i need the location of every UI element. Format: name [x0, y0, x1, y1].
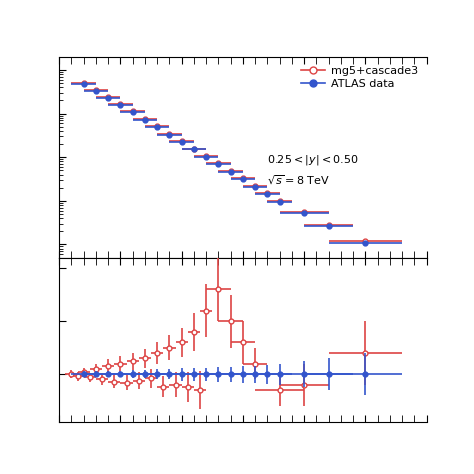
Text: $0.25 < |y| < 0.50$
$\sqrt{s} = 8$ TeV: $0.25 < |y| < 0.50$ $\sqrt{s} = 8$ TeV — [267, 153, 358, 187]
Legend: mg5+cascade3, ATLAS data: mg5+cascade3, ATLAS data — [297, 63, 421, 92]
